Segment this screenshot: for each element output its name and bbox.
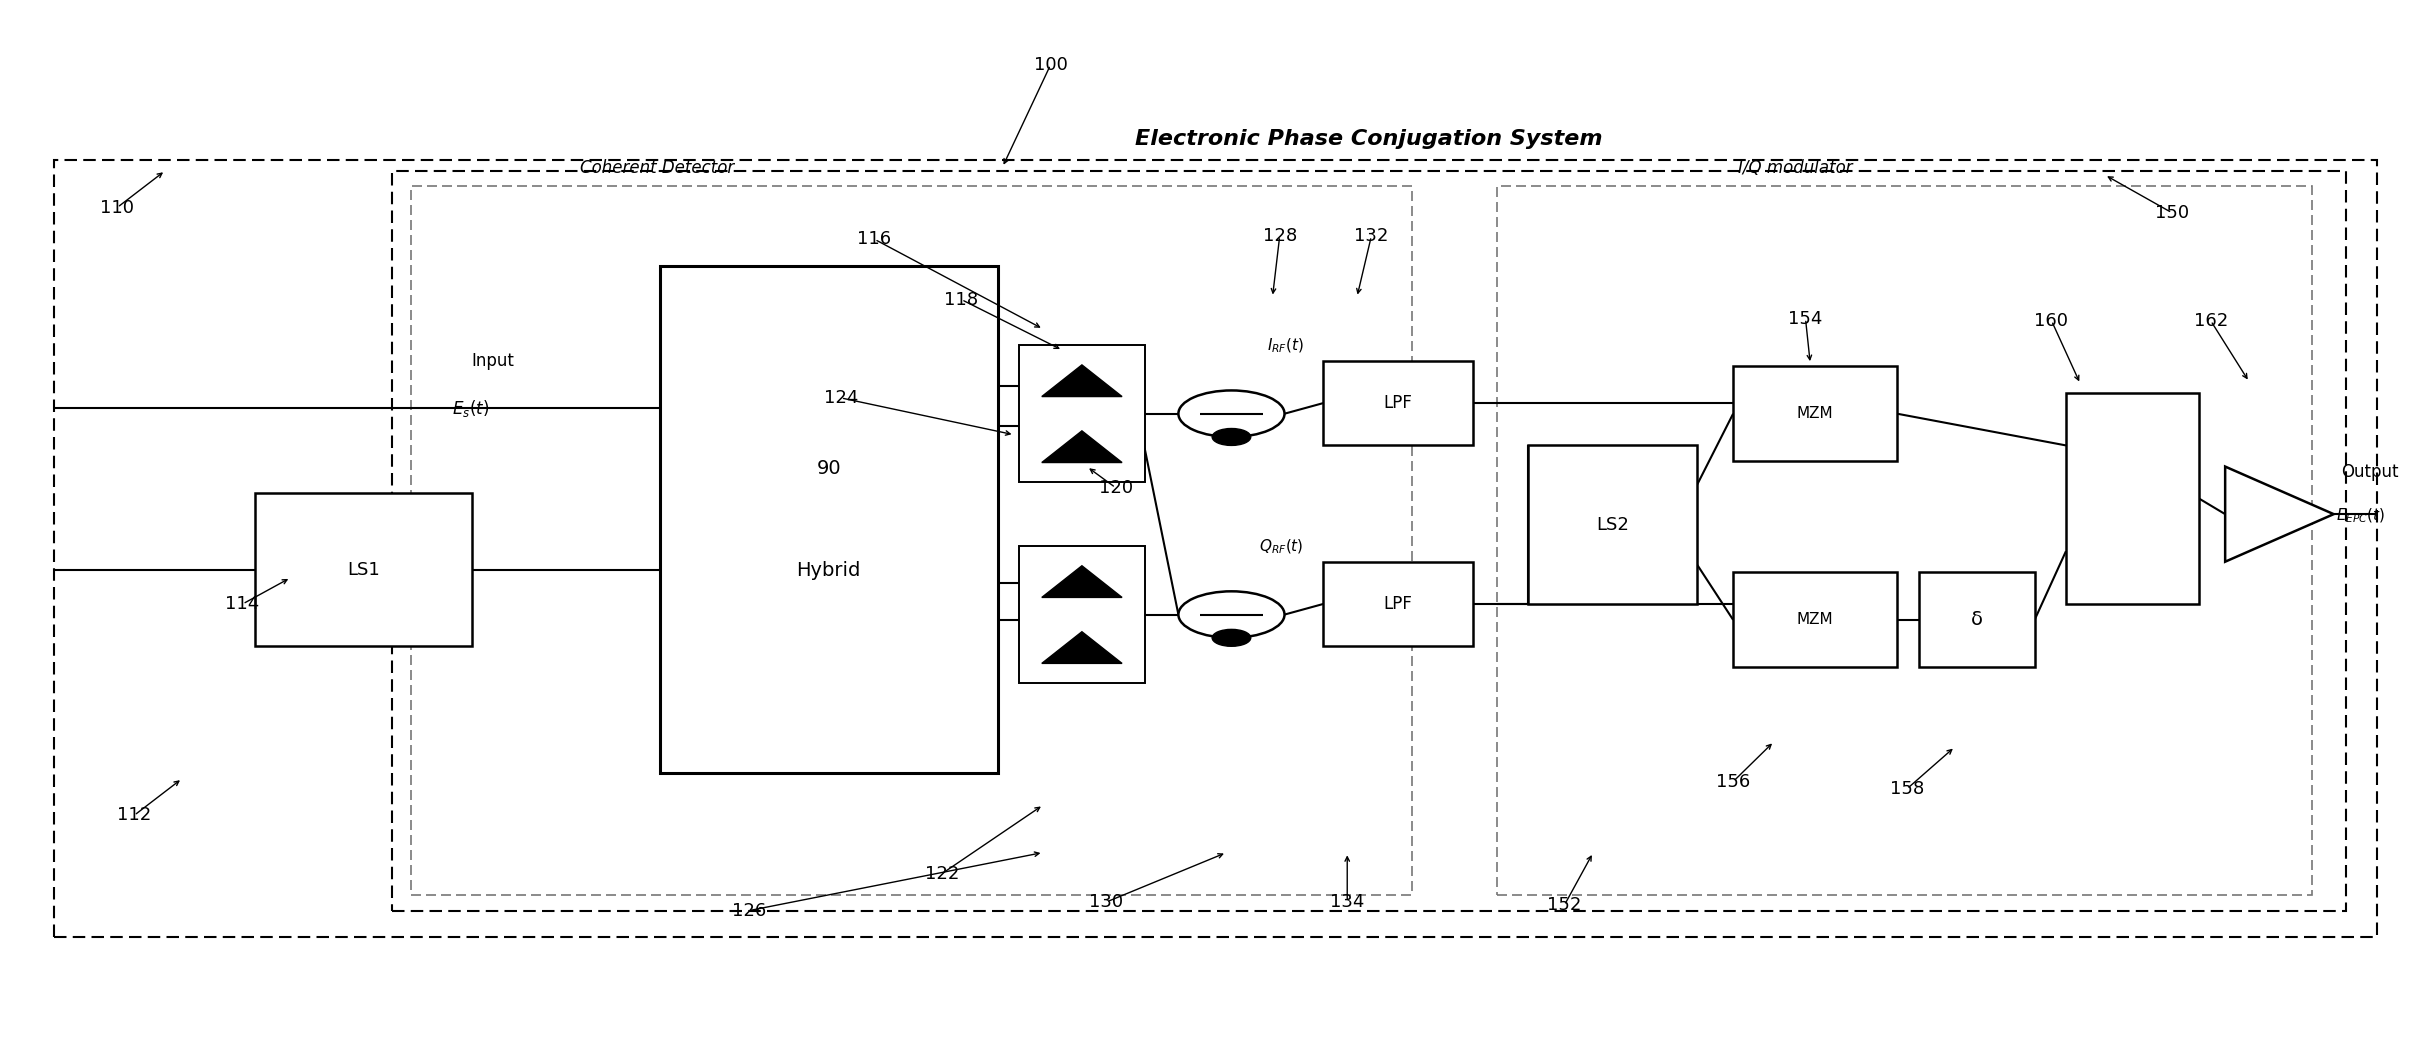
Bar — [56, 160, 2377, 937]
Text: 134: 134 — [1331, 894, 1365, 912]
Circle shape — [1213, 630, 1251, 647]
Text: 120: 120 — [1099, 479, 1133, 497]
Bar — [254, 493, 471, 647]
Text: 152: 152 — [1546, 897, 1582, 915]
Text: 90: 90 — [817, 459, 841, 478]
Bar — [1324, 562, 1474, 647]
Text: 150: 150 — [2155, 204, 2189, 222]
Bar — [1498, 187, 2312, 895]
Text: LPF: LPF — [1384, 394, 1413, 412]
Text: Input: Input — [471, 352, 515, 370]
Text: 158: 158 — [1889, 780, 1923, 798]
Text: 132: 132 — [1353, 227, 1389, 245]
Text: Hybrid: Hybrid — [797, 561, 860, 580]
Bar — [1918, 572, 2034, 668]
Text: 162: 162 — [2194, 312, 2228, 330]
Text: LS1: LS1 — [348, 561, 379, 579]
Text: 130: 130 — [1090, 894, 1123, 912]
Text: Coherent Detector: Coherent Detector — [580, 159, 734, 177]
Bar — [391, 171, 2346, 911]
Bar — [1020, 344, 1145, 482]
Text: 160: 160 — [2034, 312, 2068, 330]
Text: LPF: LPF — [1384, 595, 1413, 613]
Text: Electronic Phase Conjugation System: Electronic Phase Conjugation System — [1136, 129, 1602, 148]
Polygon shape — [1041, 365, 1121, 396]
Bar — [411, 187, 1413, 895]
Text: 110: 110 — [99, 198, 135, 216]
Text: LS2: LS2 — [1597, 516, 1628, 534]
Text: I/Q modulator: I/Q modulator — [1737, 159, 1853, 177]
Text: MZM: MZM — [1798, 406, 1834, 421]
Circle shape — [1213, 428, 1251, 445]
Bar — [1020, 546, 1145, 684]
Bar — [1732, 572, 1897, 668]
Bar — [2066, 392, 2199, 604]
Bar — [1732, 366, 1897, 461]
Text: δ: δ — [1971, 611, 1984, 630]
Text: 112: 112 — [116, 807, 152, 825]
Text: 118: 118 — [945, 290, 978, 308]
Bar — [660, 266, 998, 773]
Circle shape — [1179, 390, 1285, 437]
Text: 122: 122 — [925, 865, 959, 883]
Text: $E_{EPC}(t)$: $E_{EPC}(t)$ — [2336, 507, 2385, 526]
Polygon shape — [1041, 430, 1121, 462]
Text: $E_s(t)$: $E_s(t)$ — [452, 398, 490, 419]
Bar — [1527, 445, 1696, 604]
Text: Output: Output — [2341, 463, 2399, 481]
Bar — [1324, 360, 1474, 445]
Polygon shape — [2225, 466, 2334, 562]
Text: MZM: MZM — [1798, 613, 1834, 628]
Text: $I_{RF}(t)$: $I_{RF}(t)$ — [1266, 337, 1305, 355]
Text: 156: 156 — [1715, 773, 1749, 791]
Text: 154: 154 — [1788, 310, 1822, 328]
Text: 114: 114 — [225, 595, 259, 613]
Polygon shape — [1041, 632, 1121, 664]
Circle shape — [1179, 591, 1285, 638]
Text: 124: 124 — [824, 389, 858, 407]
Text: $Q_{RF}(t)$: $Q_{RF}(t)$ — [1259, 537, 1305, 556]
Text: 128: 128 — [1264, 227, 1297, 245]
Text: 116: 116 — [858, 230, 892, 248]
Polygon shape — [1041, 566, 1121, 598]
Text: 126: 126 — [732, 902, 766, 920]
Text: 100: 100 — [1034, 56, 1068, 74]
